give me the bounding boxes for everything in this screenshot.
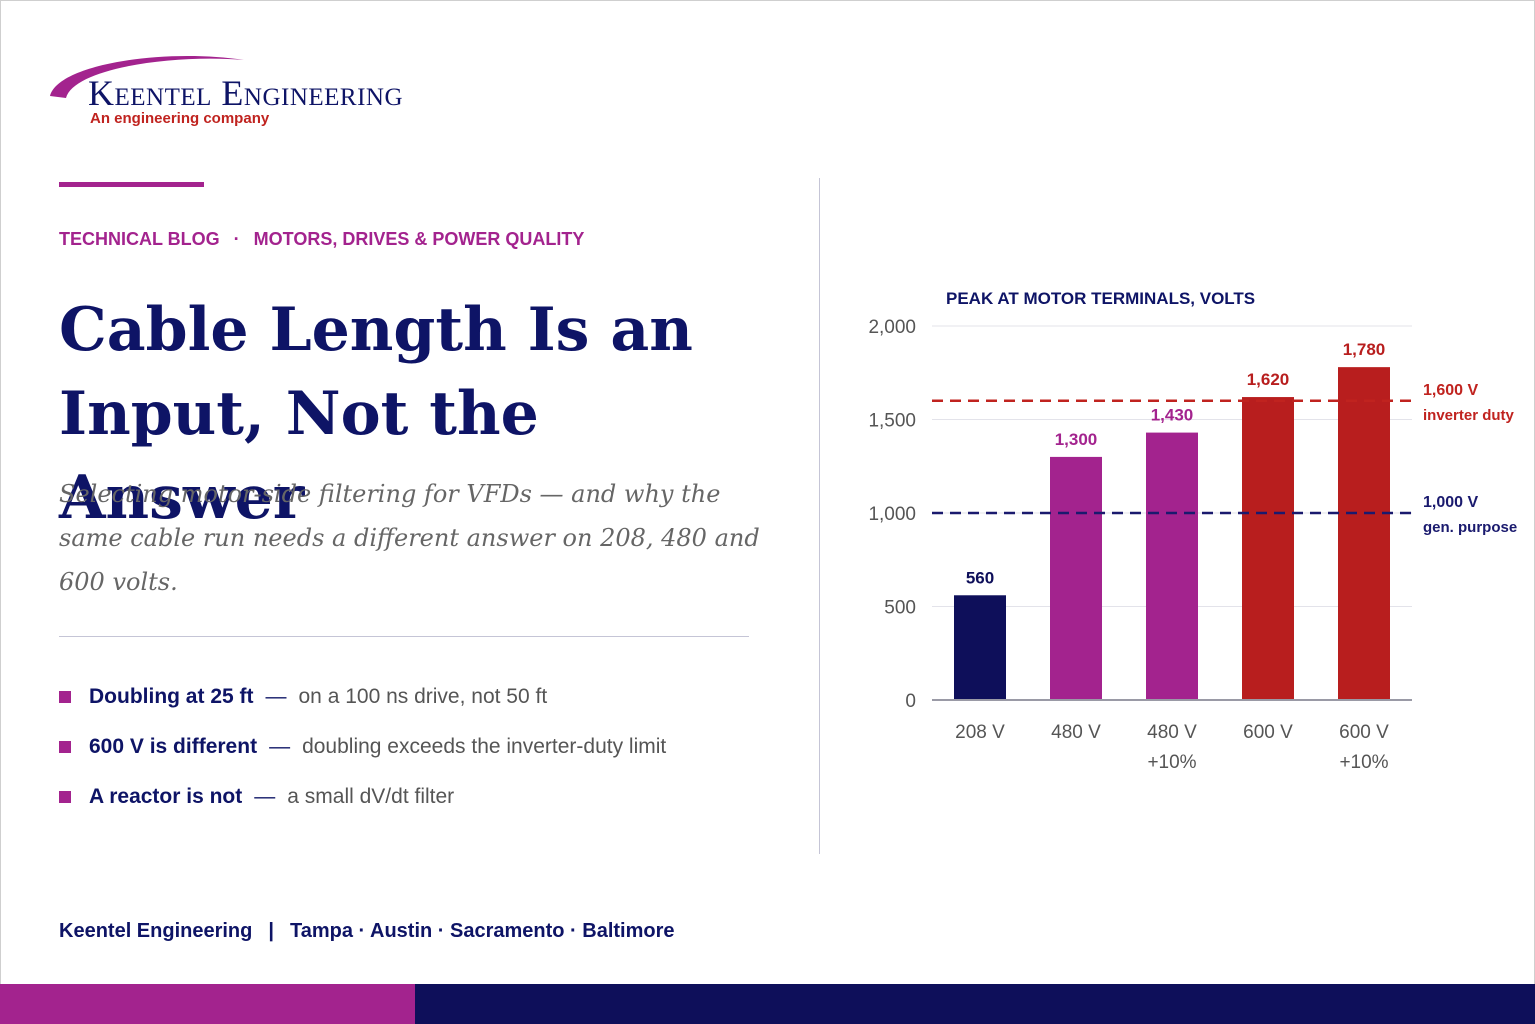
bar-value-label: 560 [966,568,994,587]
key-point-dash: — [265,685,287,708]
kicker: TECHNICAL BLOG · MOTORS, DRIVES & POWER QU… [59,229,584,250]
key-point: 600 V is different — doubling exceeds th… [59,722,666,772]
y-tick-label: 500 [884,598,916,619]
kicker-topic[interactable]: MOTORS, DRIVES & POWER QUALITY [253,229,585,249]
key-point-dash: — [269,735,291,758]
footer-locations: Tampa · Austin · Sacramento · Baltimore [289,920,675,942]
brand-logo[interactable]: Keentel Engineering An engineering compa… [44,50,504,140]
title-line-2: Input, Not the Answer [59,379,539,533]
peak-voltage-chart: PEAK AT MOTOR TERMINALS, VOLTS 0 500 1,000 1… [840,270,1530,795]
key-point: A reactor is not — a small dV/dt filter [59,772,666,822]
logo-swoosh-icon [50,56,244,98]
footer-band-magenta [0,984,415,1024]
bullet-square-icon [59,741,71,753]
footer-band-navy [415,984,1535,1024]
reference-line-sublabel: gen. purpose [1423,519,1517,536]
logo-company-name: Keentel Engineering [88,73,404,113]
kicker-category[interactable]: TECHNICAL BLOG [59,229,220,249]
x-tick-label: 600 V [1243,722,1293,743]
key-point-dash: — [254,785,276,808]
x-tick-sublabel: +10% [1147,752,1196,773]
footer-company[interactable]: Keentel Engineering [59,920,253,942]
bar [954,595,1006,700]
bar [1050,456,1102,700]
bar [1242,397,1294,700]
key-point-detail: doubling exceeds the inverter-duty limit [302,735,667,758]
key-point-detail: on a 100 ns drive, not 50 ft [298,685,548,708]
x-tick-label: 480 V [1147,722,1197,743]
key-point-lead: A reactor is not [89,785,243,808]
reference-line-sublabel: inverter duty [1423,407,1515,424]
bar-value-label: 1,780 [1343,340,1386,359]
key-point-detail: a small dV/dt filter [287,785,455,808]
column-divider [819,178,820,854]
logo-tagline: An engineering company [90,110,270,127]
x-tick-label: 600 V [1339,722,1389,743]
bar [1146,432,1198,700]
accent-bar [59,182,204,187]
y-tick-label: 1,500 [868,411,916,432]
y-tick-label: 2,000 [868,317,916,338]
chart-canvas: PEAK AT MOTOR TERMINALS, VOLTS 0 500 1,000 1… [868,289,1517,773]
footer-pipe: | [268,920,274,942]
key-point-lead: Doubling at 25 ft [89,685,254,708]
bar-value-label: 1,620 [1247,370,1290,389]
title-line-1: Cable Length Is an [59,295,693,365]
x-tick-label: 208 V [955,722,1005,743]
footer: Keentel Engineering | Tampa · Austin · Sac… [59,920,675,943]
x-tick-sublabel: +10% [1339,752,1388,773]
bar [1338,367,1390,700]
y-tick-label: 1,000 [868,504,916,525]
bullet-square-icon [59,791,71,803]
bar-value-label: 1,300 [1055,430,1098,449]
page-subtitle: Selecting motor-side filtering for VFDs … [59,480,760,596]
y-tick-label: 0 [905,691,916,712]
section-divider [59,636,749,637]
page-title: Cable Length Is an Input, Not the Answer [59,288,779,540]
kicker-separator: · [233,229,240,249]
bullet-square-icon [59,691,71,703]
key-point-lead: 600 V is different [89,735,258,758]
key-point: Doubling at 25 ft — on a 100 ns drive, n… [59,672,666,722]
reference-line-label: 1,600 V [1423,382,1478,399]
bar-value-label: 1,430 [1151,406,1194,425]
reference-line-label: 1,000 V [1423,494,1478,511]
chart-title: PEAK AT MOTOR TERMINALS, VOLTS [946,289,1255,308]
key-points-list: Doubling at 25 ft — on a 100 ns drive, n… [59,672,666,822]
x-tick-label: 480 V [1051,722,1101,743]
